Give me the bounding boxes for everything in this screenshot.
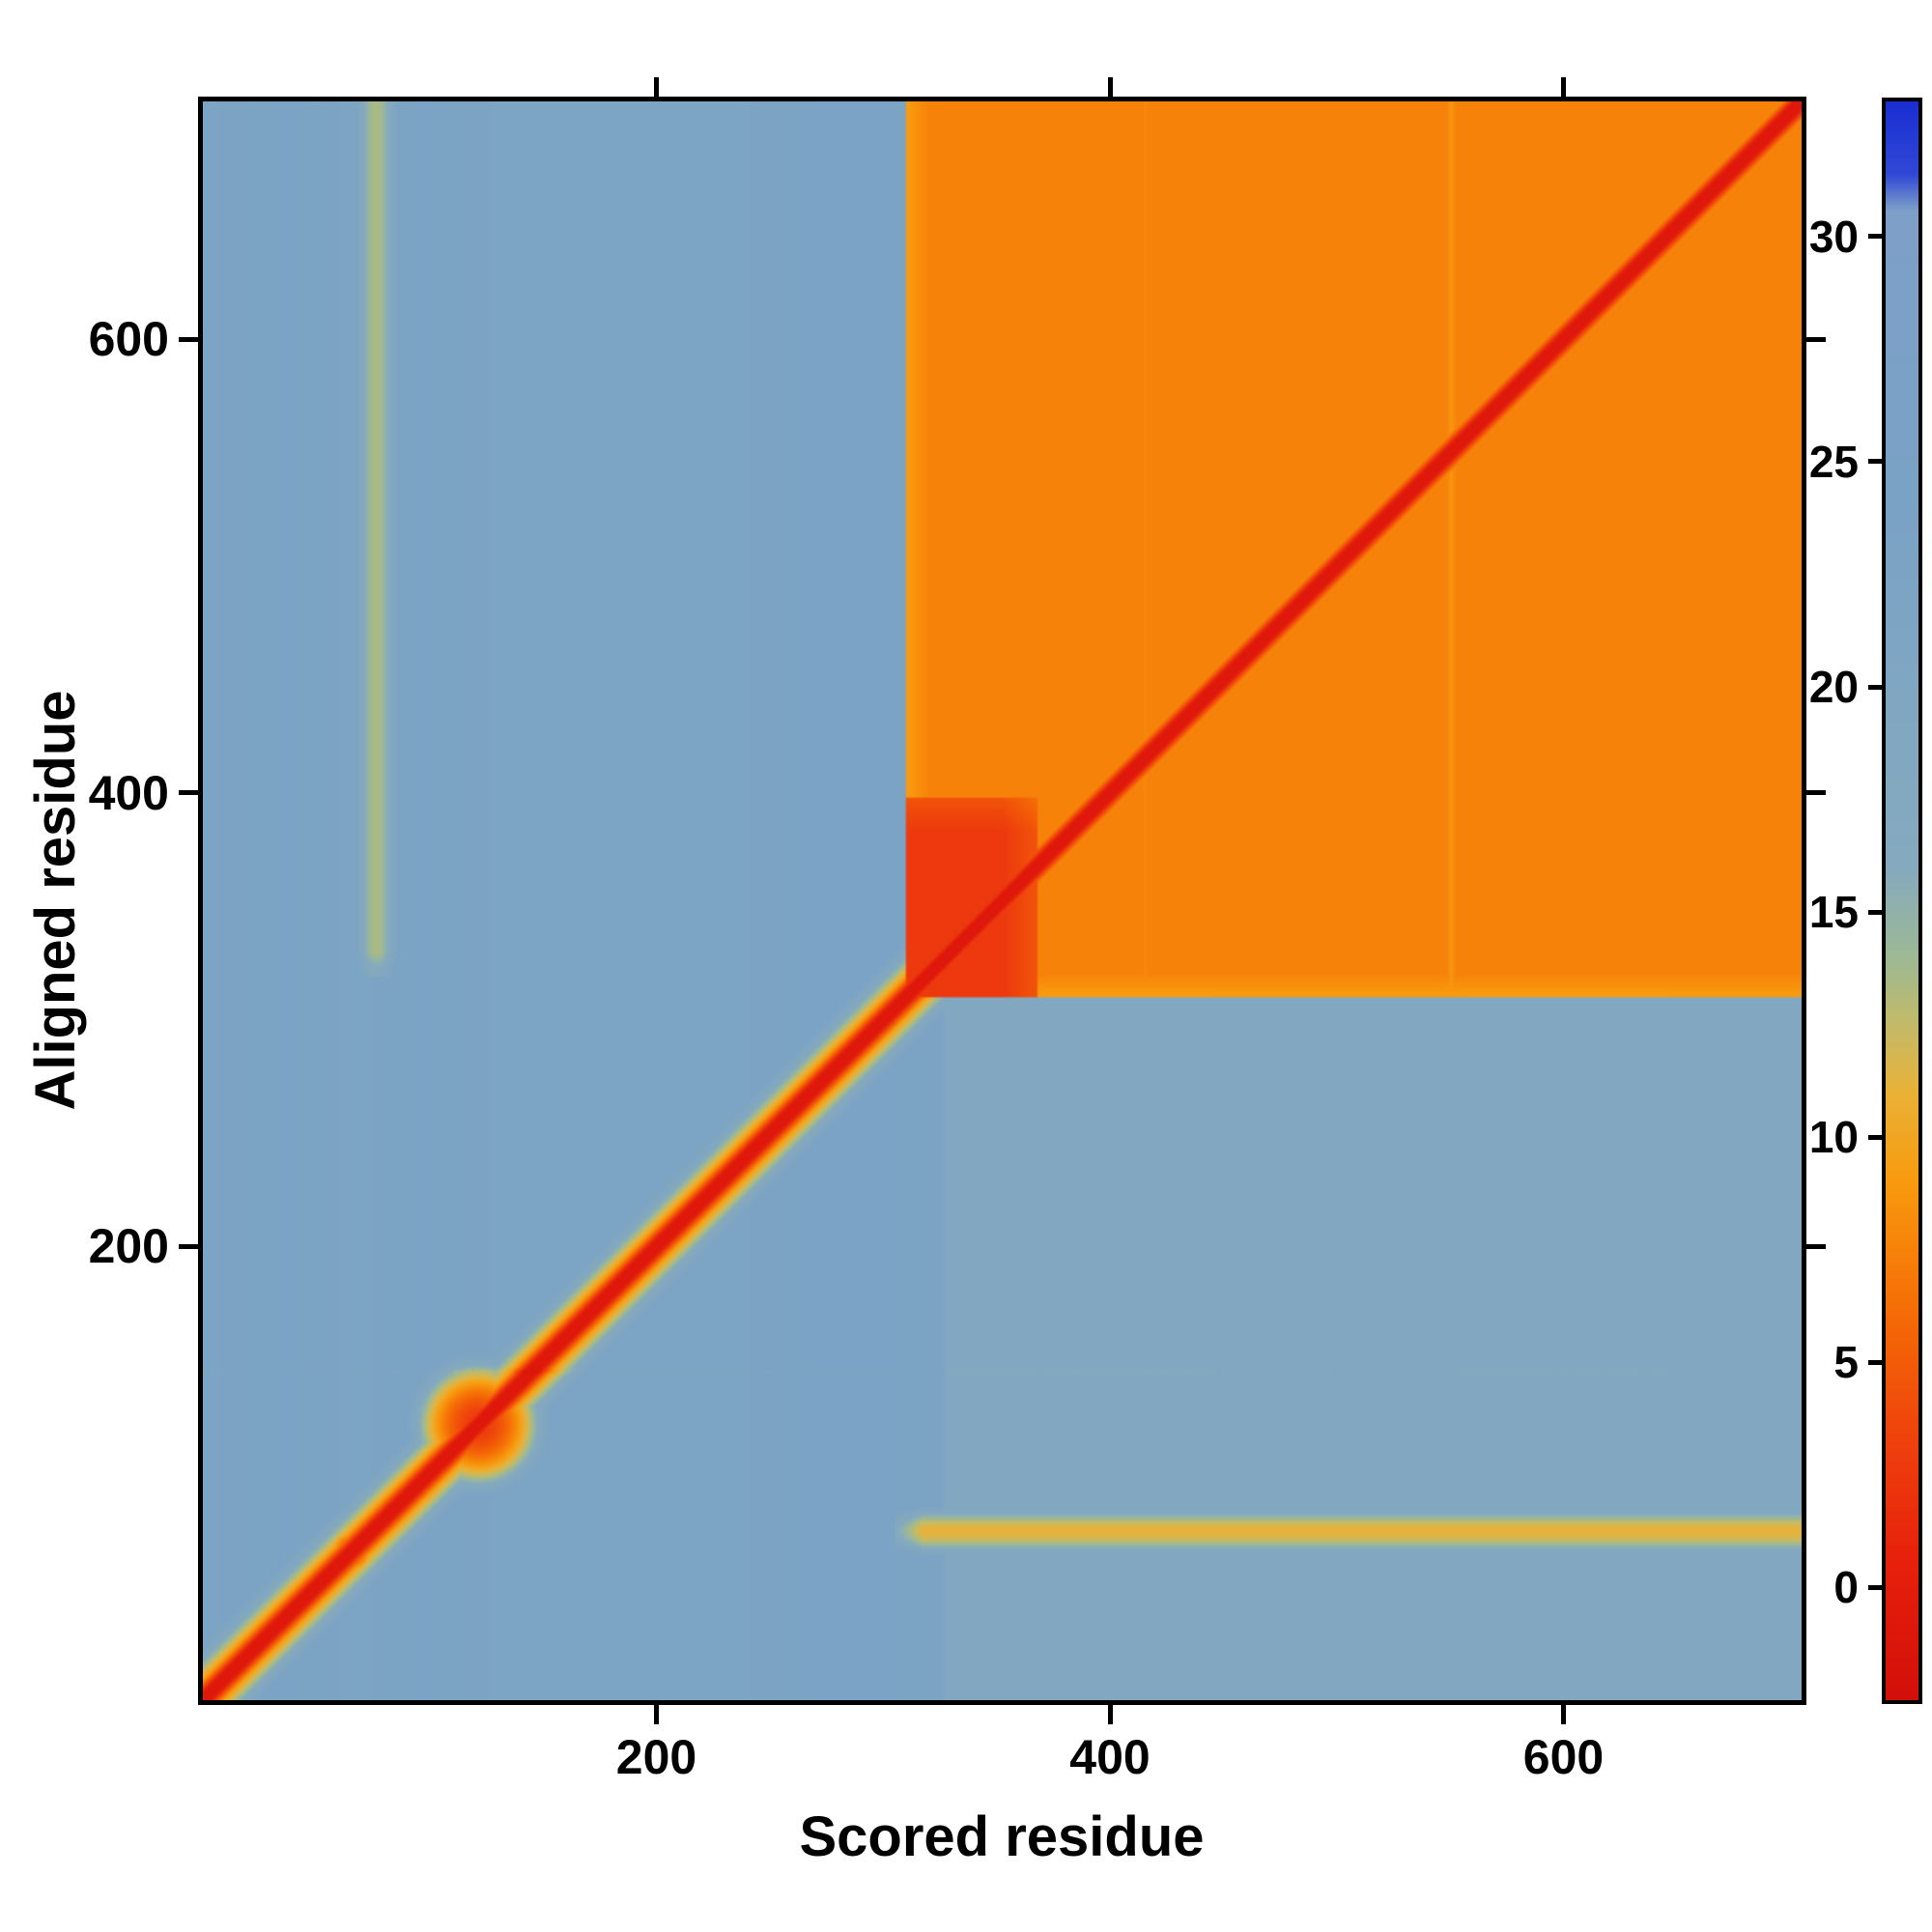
colorbar-tick	[1868, 1584, 1884, 1590]
colorbar-tick-label: 30	[1808, 211, 1859, 262]
y-axis-tick-right	[1806, 790, 1826, 796]
x-axis-tick-top	[654, 77, 659, 97]
x-axis-tick-top	[1561, 77, 1566, 97]
y-axis-tick	[179, 336, 198, 342]
x-axis-title: Scored residue	[799, 1805, 1205, 1868]
x-tick-label: 400	[1069, 1730, 1151, 1784]
colorbar-tick-label: 15	[1808, 887, 1859, 938]
x-axis-tick	[654, 1705, 659, 1724]
y-axis-tick-right	[1806, 336, 1826, 342]
colorbar-tick-label: 10	[1808, 1112, 1859, 1163]
colorbar-tick	[1868, 909, 1884, 915]
colorbar-tick-label: 25	[1808, 436, 1859, 487]
colorbar-tick-label: 0	[1833, 1562, 1859, 1613]
heatmap-canvas	[203, 101, 1802, 1700]
y-tick-label: 600	[88, 312, 169, 367]
colorbar-tick	[1868, 234, 1884, 240]
y-axis-tick	[179, 790, 198, 796]
y-tick-label: 200	[88, 1219, 169, 1274]
colorbar-canvas	[1886, 101, 1918, 1700]
x-tick-label: 200	[615, 1730, 697, 1784]
colorbar-tick	[1868, 684, 1884, 690]
x-axis-tick-top	[1107, 77, 1113, 97]
y-axis-tick	[179, 1243, 198, 1249]
x-axis-tick	[1107, 1705, 1113, 1724]
colorbar-tick-label: 20	[1808, 662, 1859, 713]
colorbar-tick-label: 5	[1833, 1337, 1859, 1388]
y-axis-title: Aligned residue	[24, 690, 87, 1111]
y-axis-tick-right	[1806, 1243, 1826, 1249]
colorbar-tick	[1868, 459, 1884, 465]
y-tick-label: 400	[88, 765, 169, 820]
x-axis-tick	[1561, 1705, 1566, 1724]
x-tick-label: 600	[1522, 1730, 1605, 1784]
colorbar-tick	[1868, 1359, 1884, 1365]
colorbar-tick	[1868, 1134, 1884, 1140]
